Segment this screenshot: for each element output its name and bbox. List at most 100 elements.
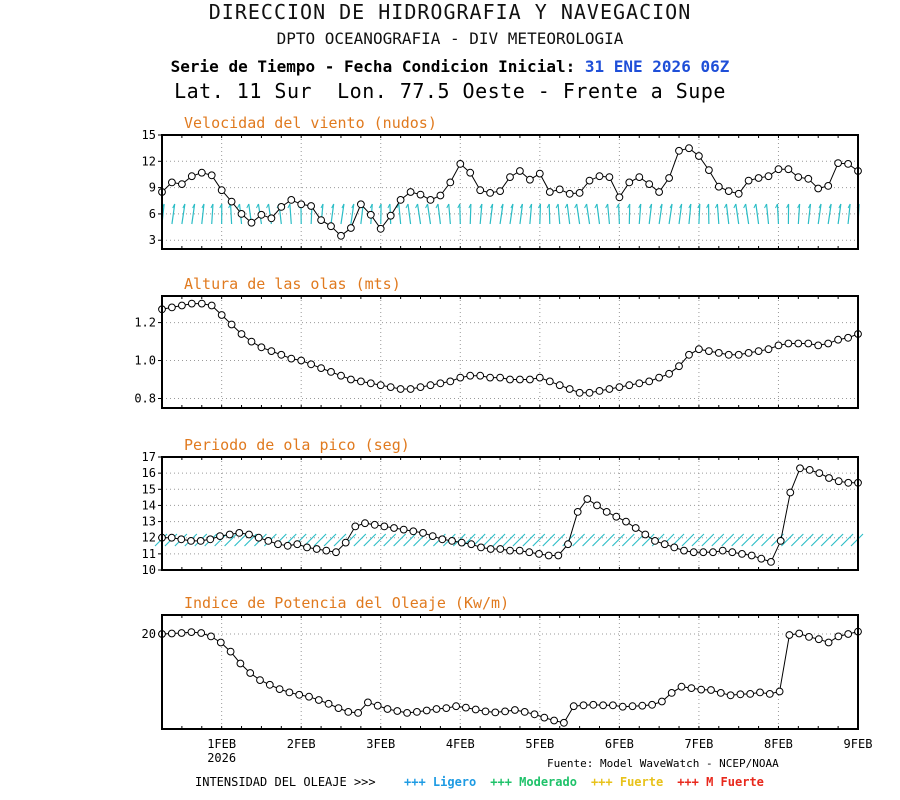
data-point <box>491 708 500 717</box>
data-point <box>486 373 495 382</box>
data-point <box>605 173 614 182</box>
wind-arrow-head <box>378 203 382 209</box>
data-point <box>625 178 634 187</box>
data-point <box>824 182 833 190</box>
wave-arrow <box>383 533 397 547</box>
wind-arrow <box>807 203 812 225</box>
wind-arrow-head <box>425 203 428 209</box>
data-point <box>285 688 294 697</box>
y-tick-label: 3 <box>149 233 156 247</box>
data-point <box>641 530 650 539</box>
wind-arrow <box>658 203 663 225</box>
wind-arrow-head <box>706 203 710 209</box>
data-point <box>560 718 568 727</box>
data-point <box>274 540 282 549</box>
data-point <box>658 697 666 706</box>
data-point <box>699 548 708 557</box>
wave-arrow <box>761 533 774 547</box>
data-point <box>635 379 644 388</box>
wave-arrow <box>353 533 367 547</box>
wave-arrow <box>701 533 715 547</box>
data-point <box>796 464 804 473</box>
wind-arrow-head <box>192 203 196 209</box>
wind-arrow-head <box>396 203 400 209</box>
wind-arrow-head <box>605 203 609 209</box>
y-tick-label: 14 <box>142 498 156 512</box>
data-point <box>466 371 475 380</box>
data-point <box>774 165 783 174</box>
data-point <box>746 690 755 698</box>
wind-arrow-head <box>210 203 214 209</box>
y-tick-label: 17 <box>142 450 156 464</box>
data-point <box>612 512 621 521</box>
data-point <box>516 375 524 384</box>
data-point <box>317 216 326 225</box>
data-point <box>446 377 455 386</box>
data-point <box>814 341 823 350</box>
data-point <box>776 537 785 545</box>
data-point <box>246 669 255 677</box>
data-point <box>467 540 476 549</box>
data-point <box>207 171 216 180</box>
data-point <box>314 696 323 704</box>
wind-arrow-head <box>369 203 373 209</box>
data-point <box>341 538 350 547</box>
wind-arrow-head <box>733 203 737 209</box>
data-point <box>187 537 195 545</box>
wind-arrow-head <box>743 203 747 209</box>
data-point <box>844 630 853 638</box>
data-point <box>754 174 763 182</box>
data-point <box>305 692 313 701</box>
data-point <box>667 689 676 697</box>
wind-arrow-head <box>584 203 588 209</box>
wind-arrow-head <box>468 203 472 209</box>
wind-arrow-head <box>555 203 559 209</box>
data-point <box>409 527 418 536</box>
data-point <box>545 377 554 386</box>
wave-arrow <box>691 533 705 547</box>
data-point <box>295 690 304 699</box>
wind-arrow <box>725 203 730 225</box>
data-point <box>805 466 814 474</box>
wind-arrow-head <box>529 203 533 209</box>
wind-arrow <box>755 203 760 225</box>
data-point <box>575 388 584 397</box>
panel-frame <box>161 295 859 409</box>
wave-arrow <box>532 533 546 547</box>
wind-arrow <box>596 203 601 225</box>
x-tick-label: 9FEB <box>844 737 873 751</box>
data-point <box>357 377 365 386</box>
data-point <box>197 299 206 308</box>
wind-arrow <box>576 203 581 225</box>
data-point <box>595 172 604 181</box>
y-tick-label: 9 <box>149 181 156 195</box>
wind-arrow-head <box>847 203 851 209</box>
wave-arrow <box>313 533 327 547</box>
data-point <box>297 356 306 365</box>
data-point <box>236 659 245 668</box>
data-point <box>456 373 465 382</box>
wave-arrow <box>552 533 566 547</box>
data-point <box>595 387 604 395</box>
wave-arrow <box>373 533 387 547</box>
wind-arrow-head <box>764 203 767 209</box>
data-point <box>496 187 505 196</box>
data-point <box>573 508 582 516</box>
wave-arrow <box>572 533 585 547</box>
data-point <box>324 699 333 708</box>
data-point <box>516 167 524 175</box>
data-point <box>526 175 534 184</box>
legend-item: +++ Moderado <box>490 775 577 789</box>
wind-arrow-head <box>828 203 832 209</box>
data-point <box>303 543 311 552</box>
wind-arrow <box>548 203 551 225</box>
wave-arrow <box>810 533 824 547</box>
wind-arrow-head <box>331 203 335 209</box>
wind-arrow <box>509 203 514 225</box>
panel-title: Indice de Potencia del Oleaje (Kw/m) <box>184 594 509 612</box>
series-line <box>161 631 859 724</box>
wind-arrow-head <box>564 203 568 209</box>
data-point <box>734 350 743 359</box>
data-point <box>609 701 617 710</box>
data-point <box>476 371 485 380</box>
